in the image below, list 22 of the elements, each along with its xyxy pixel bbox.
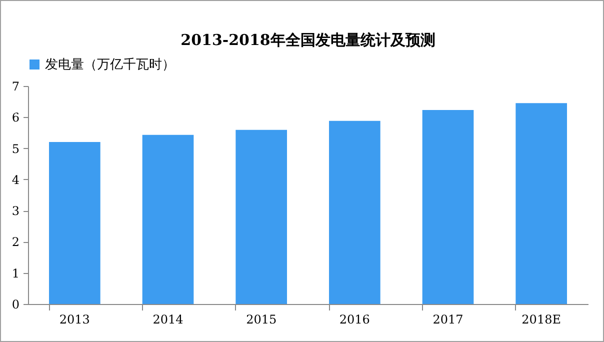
x-tick-label: 2016: [339, 312, 370, 326]
bar: [236, 130, 287, 304]
y-tick-label: 4: [12, 172, 20, 187]
x-tick-label: 2013: [59, 312, 90, 326]
bar: [422, 110, 474, 304]
x-tick-label: 2017: [432, 312, 464, 326]
y-tick-label: 2: [12, 235, 20, 250]
x-tick-label: 2015: [246, 312, 277, 326]
y-tick-label: 5: [12, 142, 20, 156]
y-tick-label: 3: [12, 204, 20, 218]
y-tick-label: 1: [12, 266, 20, 280]
chart-title: 2013-2018年全国发电量统计及预测: [180, 31, 436, 49]
bar: [516, 103, 567, 304]
x-tick-label: 2014: [152, 312, 184, 326]
bar: [49, 142, 100, 304]
bar: [329, 120, 380, 304]
y-tick-label: 6: [12, 110, 20, 125]
y-tick-label: 7: [12, 80, 20, 94]
legend-label: 发电量（万亿千瓦时）: [45, 58, 175, 72]
bar: [142, 134, 194, 304]
x-tick-label: 2018E: [522, 312, 561, 326]
y-tick-label: 0: [12, 298, 20, 312]
